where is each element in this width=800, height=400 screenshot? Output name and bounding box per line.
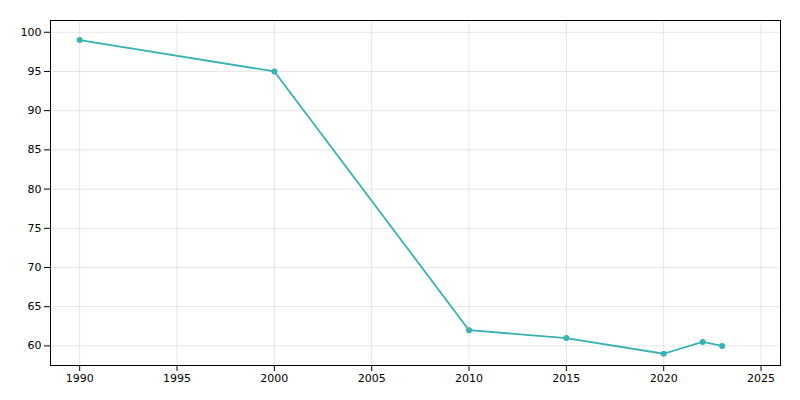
svg-text:75: 75: [28, 222, 42, 235]
svg-text:2020: 2020: [650, 372, 678, 385]
svg-text:65: 65: [28, 300, 42, 313]
svg-text:95: 95: [28, 65, 42, 78]
svg-text:2025: 2025: [747, 372, 775, 385]
svg-text:2000: 2000: [260, 372, 288, 385]
svg-text:2010: 2010: [455, 372, 483, 385]
svg-text:100: 100: [21, 26, 42, 39]
svg-text:2005: 2005: [358, 372, 386, 385]
svg-text:70: 70: [28, 261, 42, 274]
svg-text:80: 80: [28, 183, 42, 196]
svg-text:1990: 1990: [66, 372, 94, 385]
svg-text:1995: 1995: [163, 372, 191, 385]
svg-text:85: 85: [28, 143, 42, 156]
svg-text:90: 90: [28, 104, 42, 117]
svg-text:60: 60: [28, 339, 42, 352]
svg-text:2015: 2015: [552, 372, 580, 385]
